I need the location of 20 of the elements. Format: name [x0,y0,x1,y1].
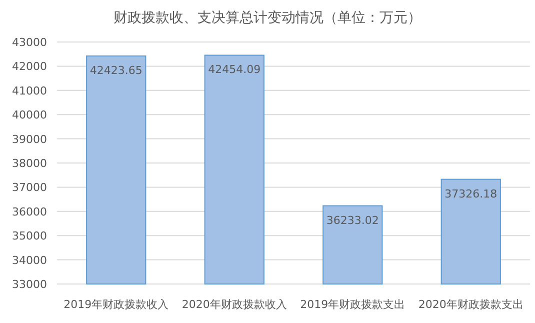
y-tick-label: 35000 [12,230,47,243]
y-tick-label: 41000 [12,84,47,98]
data-label: 36233.02 [326,214,379,227]
x-tick-label: 2019年财政拨款支出 [300,298,406,311]
data-label: 42423.65 [90,64,142,77]
y-tick-label: 43000 [12,36,47,49]
data-label: 42454.09 [208,63,261,76]
y-tick-label: 40000 [12,108,47,122]
x-tick-label: 2019年财政拨款收入 [64,298,169,311]
x-tick-label: 2020年财政拨款收入 [182,298,287,311]
data-label: 37326.18 [444,187,498,200]
y-tick-label: 34000 [12,254,47,267]
y-tick-label: 33000 [12,278,47,291]
y-tick-label: 42000 [12,60,47,74]
chart-title: 财政拨款收、支决算总计变动情况（单位：万元） [114,10,422,26]
x-tick-label: 2020年财政拨款支出 [418,298,524,311]
y-tick-label: 37000 [12,181,47,194]
y-tick-label: 39000 [12,132,47,146]
y-tick-label: 38000 [12,157,47,170]
y-tick-label: 36000 [12,205,47,218]
